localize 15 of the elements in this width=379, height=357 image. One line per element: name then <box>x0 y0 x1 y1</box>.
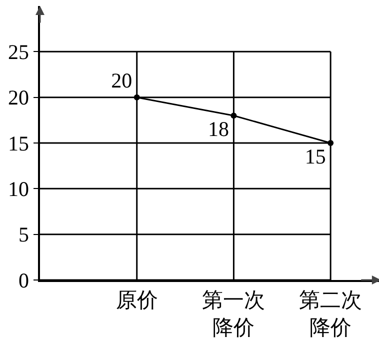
x-tick-label: 原价 <box>116 288 158 312</box>
point <box>230 112 237 119</box>
y-tick-label: 5 <box>18 222 30 247</box>
data-label: 18 <box>208 117 229 142</box>
y-tick-label: 10 <box>8 177 30 202</box>
data-label: 20 <box>111 68 132 92</box>
y-tick-label: 25 <box>8 40 30 64</box>
y-tick-label: 0 <box>18 268 30 292</box>
x-tick-label: 第一次降价 <box>202 288 266 340</box>
y-tick-label: 20 <box>8 86 30 110</box>
point <box>134 94 140 100</box>
y-tick-label: 15 <box>8 131 30 156</box>
data-label: 15 <box>304 144 326 168</box>
x-tick-label: 第二次降价 <box>299 288 362 340</box>
point <box>328 140 334 146</box>
